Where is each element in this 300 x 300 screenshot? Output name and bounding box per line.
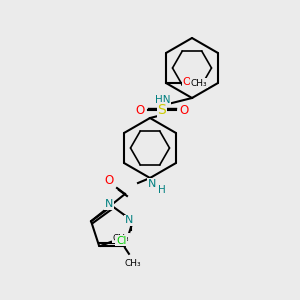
Text: O: O — [183, 77, 191, 87]
Text: HN: HN — [155, 95, 171, 105]
Text: N: N — [105, 199, 113, 209]
Text: O: O — [135, 103, 145, 116]
Text: O: O — [179, 103, 189, 116]
Text: O: O — [104, 175, 114, 188]
Text: N: N — [125, 215, 133, 225]
Text: S: S — [158, 103, 166, 117]
Text: Cl: Cl — [116, 236, 126, 246]
Text: N: N — [148, 179, 156, 189]
Text: CH₃: CH₃ — [191, 79, 207, 88]
Text: H: H — [158, 185, 166, 195]
Text: CH₃: CH₃ — [124, 259, 141, 268]
Text: CH₃: CH₃ — [112, 234, 129, 243]
